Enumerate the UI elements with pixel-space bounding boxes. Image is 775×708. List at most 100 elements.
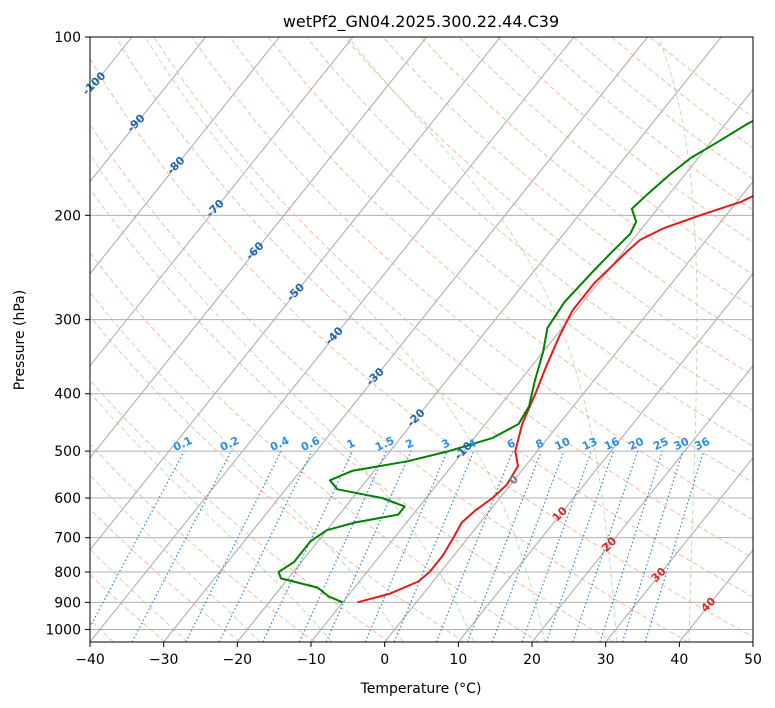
dry-adiabat-line	[90, 443, 315, 642]
isotherm--70	[90, 37, 354, 367]
dry-adiabat-line	[90, 508, 241, 642]
mixing-ratio-line	[90, 450, 185, 629]
y-tick-label: 500	[54, 444, 81, 460]
mixing-ratio-label: 10	[553, 435, 573, 453]
mixing-ratio-line	[393, 450, 475, 642]
moist-adiabat-line	[90, 153, 475, 642]
dry-adiabat-line	[382, 37, 753, 343]
isotherm-30	[605, 457, 753, 642]
dry-adiabat-label: -50	[284, 280, 307, 303]
mixing-ratio-line	[521, 450, 592, 642]
mixing-ratio-line	[644, 450, 705, 642]
x-tick-label: −10	[296, 652, 326, 668]
dry-adiabat-label: -30	[364, 365, 387, 388]
x-tick-label: −30	[149, 652, 179, 668]
x-tick-label: −20	[223, 652, 253, 668]
mixing-ratio-line	[621, 450, 684, 642]
moist-adiabat-line	[90, 291, 404, 642]
x-tick-label: 20	[523, 652, 541, 668]
isotherm-10	[457, 272, 753, 642]
mixing-ratio-label: 2	[403, 436, 415, 451]
dry-adiabat-label: 30	[649, 565, 669, 585]
mixing-ratio-line	[572, 450, 639, 642]
x-tick-label: 0	[380, 652, 389, 668]
y-axis-title: Pressure (hPa)	[12, 290, 28, 390]
mixing-ratio-line	[466, 450, 542, 642]
mixing-ratio-line	[545, 450, 614, 642]
mixing-ratio-line	[599, 450, 663, 642]
isotherm--10	[310, 88, 753, 642]
dry-adiabat-label: -90	[124, 111, 147, 134]
y-tick-label: 400	[54, 387, 81, 403]
mixing-ratio-line	[298, 450, 387, 642]
mixing-ratio-label: 30	[672, 435, 692, 453]
isotherm-50	[752, 641, 753, 642]
moist-adiabat-line	[658, 37, 698, 642]
x-tick-label: 40	[670, 652, 688, 668]
dry-adiabat-line	[496, 37, 753, 243]
dry-adiabat-line	[535, 37, 753, 211]
isotherm--20	[236, 37, 722, 642]
isotherm-40	[678, 549, 753, 642]
isotherm--40	[90, 37, 575, 642]
mixing-ratio-line	[131, 450, 232, 642]
mixing-ratio-line	[364, 450, 448, 642]
y-tick-label: 600	[54, 491, 81, 507]
y-tick-label: 100	[54, 30, 81, 46]
y-tick-label: 1000	[45, 622, 81, 638]
dry-adiabat-line	[344, 37, 753, 377]
dry-adiabat-label: -70	[204, 197, 227, 220]
temperature-profile-line	[357, 194, 753, 604]
chart-title: wetPf2_GN04.2025.300.22.44.C39	[283, 12, 559, 32]
y-tick-label: 900	[54, 595, 81, 611]
dry-adiabat-line	[90, 252, 540, 642]
mixing-ratio-line	[491, 450, 565, 642]
isotherm--50	[90, 37, 501, 551]
x-tick-label: −40	[75, 652, 105, 668]
mixing-ratio-line	[218, 450, 313, 642]
isotherm--80	[90, 37, 280, 275]
dry-adiabat-label: -60	[243, 239, 266, 262]
plot-frame	[89, 36, 754, 643]
isotherm--60	[90, 37, 428, 459]
dry-adiabat-line	[90, 379, 390, 642]
mixing-ratio-label: 20	[626, 435, 646, 453]
dry-adiabat-line	[90, 315, 465, 642]
y-tick-label: 300	[54, 313, 81, 329]
profile-lines	[277, 119, 753, 604]
dry-adiabat-line	[458, 37, 753, 276]
y-tick-label: 800	[54, 565, 81, 581]
mixing-ratio-line	[325, 450, 412, 642]
dry-adiabat-label: 10	[550, 504, 570, 524]
isotherm--90	[90, 37, 207, 183]
dry-adiabat-label: -20	[404, 406, 427, 429]
y-tick-label: 200	[54, 208, 81, 224]
isotherm-0	[384, 180, 753, 642]
dry-adiabat-line	[115, 37, 753, 598]
x-tick-label: 50	[744, 652, 762, 668]
x-tick-label: 30	[597, 652, 615, 668]
mixing-ratio-line	[262, 450, 354, 642]
y-tick-label: 700	[54, 531, 81, 547]
x-axis-title: Temperature (°C)	[360, 681, 482, 697]
isotherm--30	[163, 37, 649, 642]
dry-adiabat-line	[90, 123, 689, 642]
dewpoint-profile-line	[277, 119, 753, 604]
moist-adiabat-line	[144, 37, 546, 642]
mixing-ratio-label: 13	[580, 435, 599, 453]
mixing-ratio-label: 16	[602, 435, 622, 453]
dry-adiabat-line	[420, 37, 753, 309]
dry-adiabat-line	[90, 57, 753, 638]
dry-adiabat-label: -40	[323, 324, 346, 347]
line-labels: 0.1 0.2 0.4 0.6 1 1.5 2 3 4 6 8 10 13 16 20 25 30 36-100-…	[80, 69, 719, 615]
x-tick-label: 10	[449, 652, 467, 668]
dry-adiabat-line	[153, 37, 753, 559]
isotherm--110	[0, 37, 58, 642]
isotherm-20	[531, 364, 753, 642]
dry-adiabat-line	[267, 37, 753, 447]
dry-adiabat-label: 40	[698, 595, 718, 615]
mixing-ratio-label: 36	[692, 435, 712, 453]
moist-adiabat-line	[90, 392, 333, 642]
dry-adiabat-line	[191, 37, 753, 521]
